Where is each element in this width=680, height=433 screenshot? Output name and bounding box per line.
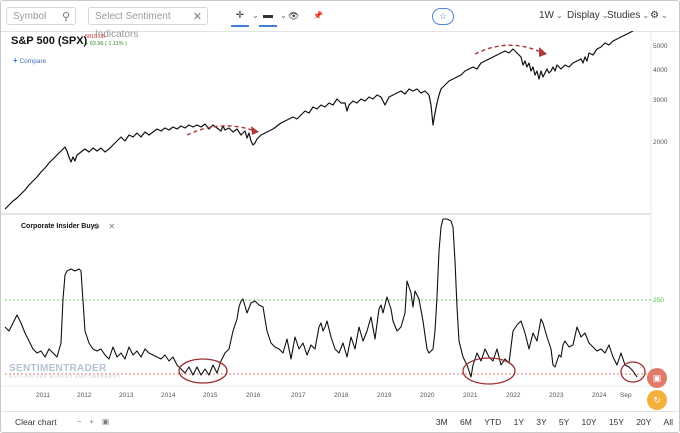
chevron-down-icon: ⌄ [642,11,650,20]
indicator-title: Corporate Insider Buys [21,223,99,230]
highlight-circle-2015 [178,358,228,384]
indicator-select-input[interactable]: Select Sentiment Indicators ✕ [88,7,208,40]
range-6m[interactable]: 6M [460,417,472,427]
range-1y[interactable]: 1Y [513,417,524,427]
symbol-placeholder: Symbol [13,11,47,22]
highlight-circle-2021 [462,357,516,385]
x-label-2021: 2021 [463,392,478,399]
screenshot-button[interactable]: ▣ [647,368,667,388]
refresh-button[interactable]: ↻ [647,390,667,410]
indicator-placeholder: Select Sentiment Indicators [95,11,171,40]
sentimentrader-watermark: SENTIMENTRADER DATA-DRIVEN MARKET EMPOWE… [9,363,121,379]
range-20y[interactable]: 20Y [636,417,652,427]
spx-price-line [4,31,634,210]
highlight-circle-2024 [620,361,646,383]
range-3y[interactable]: 3Y [536,417,547,427]
x-label-2017: 2017 [291,392,306,399]
y-tick-5000: 5000 [653,43,668,50]
x-label-2024: 2024 [592,392,607,399]
fit-icon[interactable]: ▣ [101,417,110,426]
gear-icon: ⚙ [650,10,659,21]
x-label-2013: 2013 [119,392,134,399]
chart-canvas[interactable]: 5000 4000 3000 2000 250 2011 2012 2013 2… [1,31,679,411]
y-tick-3000: 3000 [653,97,668,104]
eye-icon[interactable]: 👁 [288,11,300,21]
dashed-arrow-2014 [186,125,256,136]
crosshair-tool-button[interactable]: ✛ [231,7,249,27]
minus-icon[interactable]: − [77,417,82,426]
settings-button[interactable]: ⚙ ⌄ [650,7,668,25]
insider-buys-line [4,218,638,378]
display-dropdown[interactable]: Display ⌄ [567,7,609,25]
x-label-2023: 2023 [549,392,564,399]
chart-style-button[interactable]: ▬ [259,7,277,27]
range-5y[interactable]: 5Y [558,417,570,427]
pin-icon[interactable]: 📌 [313,11,323,20]
x-label-2016: 2016 [246,392,261,399]
toolbar: Symbol ⚲ Select Sentiment Indicators ✕ ✛… [1,1,679,40]
crosshair-icon: ✛ [235,10,245,21]
interval-dropdown[interactable]: 1W ⌄ [539,7,563,25]
footer-tools: − + ▣ [77,417,115,426]
display-label: Display [567,10,600,21]
watermark-name: SENTIMENTRADER [9,363,107,374]
x-label-sep: Sep [620,392,632,399]
x-label-2020: 2020 [420,392,435,399]
level-label-250: 250 [653,297,664,304]
studies-dropdown[interactable]: Studies ⌄ [607,7,649,25]
clear-icon: ✕ [192,11,202,23]
chart-style-chevron-icon[interactable]: ⌄ [280,11,287,20]
chart-title: S&P 500 (SPX) [11,35,88,47]
range-ytd[interactable]: YTD [484,417,502,427]
studies-label: Studies [607,10,641,21]
search-icon: ⚲ [61,11,70,23]
refresh-icon: ↻ [653,395,661,405]
plus-icon: + [13,56,18,65]
watermark-tagline: DATA-DRIVEN MARKET EMPOWERMENT [9,374,121,379]
range-15y[interactable]: 15Y [608,417,624,427]
arrow-head-2014 [251,126,259,135]
indicator-gear-icon[interactable]: ⚙ [93,222,101,231]
range-3m[interactable]: 3M [435,417,448,427]
favorite-star-button[interactable]: ☆ [432,8,454,25]
x-label-2015: 2015 [203,392,218,399]
compare-button[interactable]: + Compare [13,56,46,65]
interval-label: 1W [539,10,554,21]
symbol-search-input[interactable]: Symbol ⚲ [6,7,76,25]
dashed-arrow-2021 [474,44,544,55]
arrow-head-2021 [539,47,547,57]
price-change: + 63.96 ( 1.11% ) [85,41,127,47]
camera-icon: ▣ [652,373,662,383]
range-10y[interactable]: 10Y [581,417,597,427]
plus-icon[interactable]: + [89,417,94,426]
range-selector: 3M 6M YTD 1Y 3Y 5Y 10Y 15Y 20Y All [426,417,673,427]
footer-bar: Clear chart − + ▣ 3M 6M YTD 1Y 3Y 5Y 10Y… [1,411,679,432]
indicator-controls: ⚙ ✕ [93,222,121,231]
compare-label: Compare [19,58,47,65]
x-label-2019: 2019 [377,392,392,399]
chevron-down-icon: ⌄ [660,11,668,20]
x-label-2018: 2018 [334,392,349,399]
x-label-2022: 2022 [506,392,521,399]
crosshair-dropdown-chevron-icon[interactable]: ⌄ [252,11,259,20]
clear-chart-link[interactable]: Clear chart [15,417,57,427]
x-label-2014: 2014 [161,392,176,399]
x-label-2011: 2011 [36,392,50,399]
bars-icon: ▬ [263,10,273,21]
y-tick-4000: 4000 [653,67,668,74]
y-tick-2000: 2000 [653,139,668,146]
last-price: 5815.03 [85,34,105,40]
chevron-down-icon: ⌄ [601,11,609,20]
chevron-down-icon: ⌄ [556,11,563,20]
range-all[interactable]: All [663,417,673,427]
indicator-close-icon[interactable]: ✕ [108,222,116,231]
x-label-2012: 2012 [77,392,92,399]
